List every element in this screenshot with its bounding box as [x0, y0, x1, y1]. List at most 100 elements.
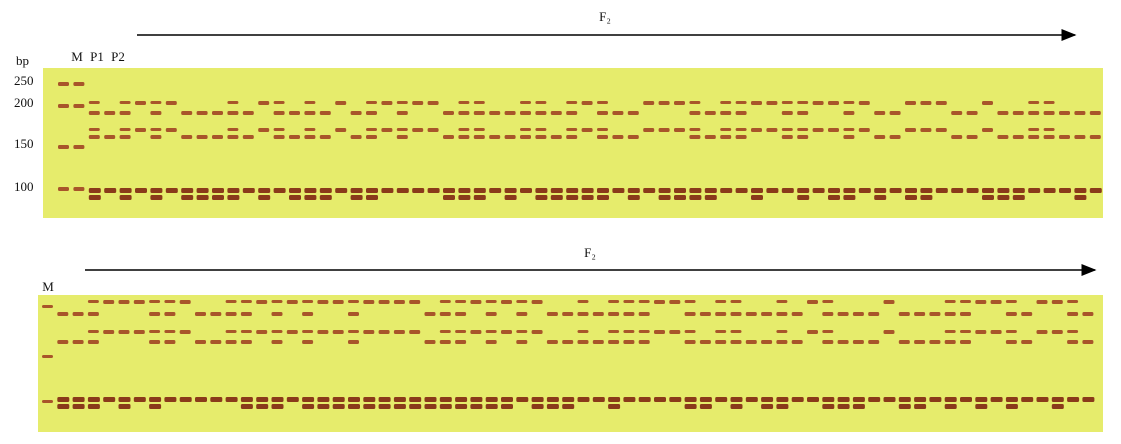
gel-band — [643, 101, 655, 105]
gel-band — [409, 330, 421, 334]
gel-band — [781, 128, 793, 131]
gel-band — [210, 312, 222, 316]
gel-band — [1036, 397, 1049, 402]
gel-band — [704, 111, 716, 115]
gel-band — [843, 111, 855, 115]
gel-band — [88, 111, 100, 115]
gel-band — [104, 111, 116, 115]
gel-band — [473, 128, 485, 131]
gel-band — [975, 330, 987, 334]
gel-band — [225, 330, 237, 333]
gel-band — [258, 188, 271, 193]
gel-band — [181, 188, 194, 193]
gel-band — [348, 300, 359, 303]
gel-band — [1067, 330, 1079, 333]
gel-band — [990, 397, 1003, 402]
gel-band — [669, 300, 681, 304]
gel-band — [150, 111, 162, 115]
gel-band — [88, 195, 101, 200]
gel-band — [920, 195, 933, 200]
gel-band — [837, 340, 849, 344]
gel-band — [658, 128, 670, 132]
gel-band — [531, 330, 543, 334]
gel-band — [516, 397, 529, 402]
gel-band — [566, 111, 578, 115]
gel-band — [350, 188, 363, 193]
gel-band — [944, 330, 956, 333]
gel-band — [828, 195, 840, 200]
gel-band — [735, 111, 747, 115]
gel-band — [812, 188, 825, 193]
gel-band — [852, 404, 865, 409]
gel-band — [658, 188, 671, 193]
gel-band — [150, 188, 163, 193]
gel-band — [317, 330, 329, 334]
gel-band — [797, 195, 810, 200]
gel-band — [889, 135, 901, 139]
gel-band — [443, 188, 455, 193]
gel-band — [997, 188, 1010, 193]
gel-band — [843, 188, 856, 193]
gel-band — [776, 404, 789, 409]
gel-band — [164, 312, 176, 316]
gel-band — [501, 397, 513, 402]
gel-band — [608, 312, 620, 316]
lane-label: P1 — [90, 49, 104, 64]
gel-band — [1021, 312, 1033, 316]
gel-band — [761, 397, 774, 402]
gel-band — [455, 300, 467, 303]
gel-band — [455, 397, 468, 402]
gel-band — [240, 397, 253, 402]
gel-band — [960, 300, 971, 303]
gel-band — [366, 135, 377, 139]
gel-band — [504, 135, 516, 139]
gel-band — [597, 135, 608, 139]
gel-band — [905, 101, 916, 105]
gel-band — [1059, 135, 1070, 139]
gel-band — [427, 128, 439, 132]
gel-band — [812, 101, 824, 105]
gel-band — [960, 397, 972, 402]
gel-band — [149, 397, 162, 402]
gel-band — [960, 312, 971, 316]
gel-band — [715, 312, 727, 316]
gel-band — [807, 397, 819, 402]
gel-band — [689, 195, 702, 200]
gel-band — [1051, 397, 1064, 402]
gel-band — [935, 128, 947, 132]
gel-band — [883, 330, 895, 334]
gel-band — [1043, 128, 1055, 131]
gel-band — [332, 404, 345, 409]
gel-band — [470, 404, 483, 409]
gel-band — [396, 135, 408, 139]
gel-band — [975, 404, 988, 409]
gel-band — [951, 135, 963, 139]
gel-band — [531, 300, 543, 304]
gel-band — [623, 312, 635, 316]
gel-band — [393, 404, 406, 409]
gel-band — [319, 135, 331, 139]
gel-band — [393, 330, 405, 334]
gel-band — [210, 340, 222, 344]
gel-band — [623, 340, 635, 344]
gel-band — [597, 111, 608, 115]
gel-band — [730, 404, 743, 409]
gel-band — [87, 404, 100, 409]
gel-band — [363, 397, 376, 402]
gel-band — [699, 404, 712, 409]
gel-band — [689, 111, 701, 115]
lane-label: M — [71, 49, 83, 64]
gel-band — [473, 111, 485, 115]
gel-band — [966, 188, 979, 193]
gel-band — [868, 312, 880, 316]
gel-band — [535, 135, 547, 139]
gel-band — [225, 312, 237, 316]
gel-band — [1074, 111, 1086, 115]
gel-band — [1074, 188, 1087, 193]
gel-band — [317, 397, 330, 402]
gel-band — [791, 340, 803, 344]
gel-band — [1036, 300, 1048, 304]
gel-band — [669, 397, 682, 402]
gel-band — [149, 404, 162, 409]
